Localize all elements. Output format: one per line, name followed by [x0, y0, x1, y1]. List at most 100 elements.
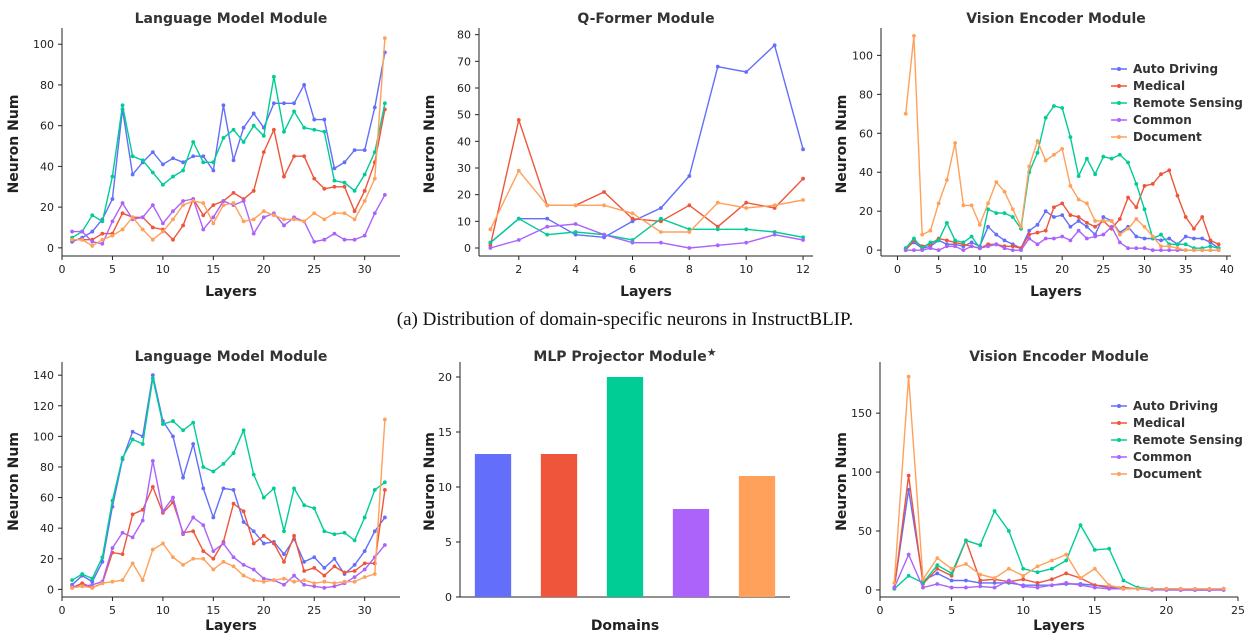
x-tick-label: 40: [1220, 263, 1234, 276]
x-tick-label: 20: [1159, 604, 1173, 617]
data-point: [659, 216, 663, 221]
data-point: [221, 541, 226, 546]
data-point: [261, 133, 266, 138]
x-tick-label: 10: [1016, 604, 1030, 617]
data-point: [332, 532, 337, 537]
y-tick-label: 50: [457, 109, 471, 122]
data-point: [271, 74, 276, 79]
data-point: [292, 217, 296, 222]
data-point: [322, 129, 327, 134]
y-axis-label: Neuron Num: [834, 95, 850, 194]
series-line-document: [489, 169, 804, 233]
data-point: [715, 200, 720, 205]
data-point: [282, 174, 286, 179]
data-point: [90, 213, 95, 218]
data-point: [1142, 236, 1147, 241]
data-point: [1006, 578, 1011, 583]
data-point: [1150, 182, 1155, 186]
data-point: [372, 488, 377, 492]
series-remote-sensing: [70, 74, 387, 240]
data-point: [977, 222, 982, 227]
data-point: [920, 248, 925, 253]
data-point: [251, 217, 256, 222]
x-tick-label: 15: [1014, 263, 1028, 276]
data-point: [191, 140, 196, 144]
data-point: [1006, 566, 1011, 571]
data-point: [935, 566, 940, 571]
data-point: [150, 203, 155, 207]
data-point: [372, 572, 377, 576]
data-point: [322, 585, 327, 590]
data-point: [352, 188, 357, 193]
legend-marker: [1117, 472, 1121, 476]
y-tick-label: 100: [851, 466, 872, 479]
data-point: [1159, 238, 1163, 243]
x-tick-label: 10: [156, 604, 170, 617]
data-point: [992, 576, 997, 581]
data-point: [342, 570, 347, 575]
data-point: [241, 199, 246, 203]
data-point: [100, 237, 105, 242]
data-point: [687, 174, 692, 178]
data-point: [687, 230, 692, 234]
data-point: [140, 227, 145, 232]
data-point: [1107, 583, 1112, 588]
x-tick-label: 30: [358, 604, 372, 617]
data-point: [1167, 236, 1172, 241]
chart-title: Q-Former Module: [577, 11, 714, 27]
data-point: [221, 462, 226, 466]
data-point: [1035, 580, 1040, 585]
data-point: [352, 569, 357, 573]
series-line-auto-driving: [893, 489, 1224, 591]
series-remote-sensing: [892, 509, 1226, 592]
data-point: [1027, 232, 1032, 237]
data-point: [1101, 232, 1106, 237]
data-point: [342, 530, 347, 535]
data-point: [744, 240, 749, 245]
data-point: [1101, 154, 1106, 159]
data-point: [772, 206, 777, 210]
data-point: [211, 556, 216, 561]
data-point: [241, 573, 246, 578]
data-point: [1142, 224, 1147, 229]
data-point: [953, 141, 958, 145]
data-point: [211, 215, 216, 220]
data-point: [1126, 226, 1130, 231]
data-point: [1134, 246, 1139, 251]
data-point: [545, 216, 550, 221]
data-point: [1167, 168, 1172, 173]
y-tick-label: 0: [47, 583, 54, 596]
y-tick-label: 30: [457, 162, 471, 175]
data-point: [1084, 201, 1089, 206]
data-point: [1117, 232, 1122, 237]
data-point: [1183, 248, 1188, 253]
x-tick-label: 25: [307, 263, 321, 276]
y-tick-label: 100: [852, 49, 873, 62]
data-point: [994, 242, 999, 247]
data-point: [282, 529, 286, 534]
legend-label: Auto Driving: [1133, 399, 1218, 413]
data-point: [964, 562, 968, 566]
data-point: [659, 230, 663, 234]
data-point: [687, 203, 692, 208]
chart-title: Vision Encoder Module: [966, 11, 1146, 27]
data-point: [1216, 248, 1221, 253]
x-tick-label: 8: [686, 263, 693, 276]
data-point: [120, 455, 125, 460]
data-point: [282, 129, 286, 134]
data-point: [744, 227, 749, 232]
data-point: [352, 237, 357, 242]
data-point: [70, 229, 74, 234]
y-tick-label: 80: [40, 461, 54, 474]
data-point: [251, 188, 256, 193]
data-point: [312, 239, 317, 244]
data-point: [261, 215, 266, 220]
series-document: [892, 374, 1226, 591]
data-point: [251, 472, 256, 477]
data-point: [191, 515, 196, 520]
data-point: [261, 576, 266, 581]
y-tick-label: 40: [40, 522, 54, 535]
data-point: [1049, 558, 1054, 563]
data-point: [191, 199, 196, 203]
data-point: [1109, 219, 1114, 223]
